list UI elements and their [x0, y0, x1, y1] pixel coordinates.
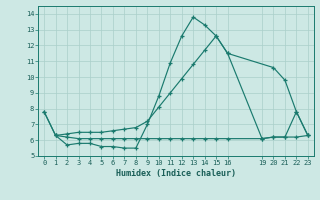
X-axis label: Humidex (Indice chaleur): Humidex (Indice chaleur): [116, 169, 236, 178]
